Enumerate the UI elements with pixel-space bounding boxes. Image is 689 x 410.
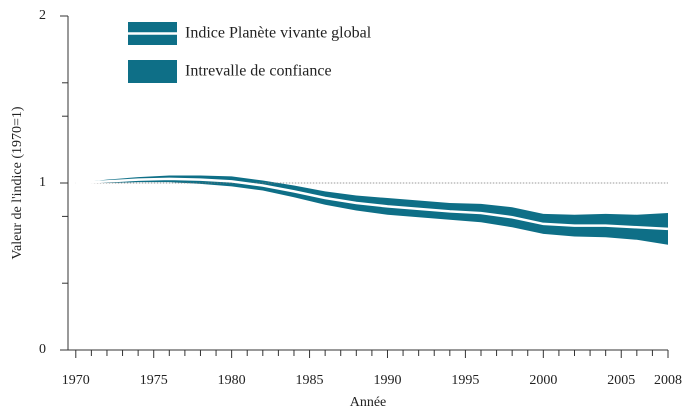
y-tick-label: 2: [39, 8, 46, 23]
y-tick-label: 0: [39, 342, 46, 357]
x-tick-label: 1980: [218, 373, 246, 388]
x-tick-label: 1995: [451, 373, 479, 388]
index-line: [75, 177, 669, 231]
legend-swatch: [128, 60, 177, 83]
x-tick-label: 1985: [296, 373, 324, 388]
x-tick-label: 1970: [62, 373, 90, 388]
x-tick-label: 2008: [654, 373, 682, 388]
y-axis-label: Valeur de l'indice (1970=1): [10, 106, 25, 259]
x-tick-label: 1975: [140, 373, 168, 388]
legend-label: Intrevalle de confiance: [185, 63, 332, 80]
x-tick-label: 2000: [529, 373, 557, 388]
y-tick-label: 1: [39, 175, 46, 190]
legend-label: Indice Planète vivante global: [185, 25, 372, 42]
x-tick-label: 2005: [607, 373, 635, 388]
x-axis-label: Année: [350, 395, 387, 410]
confidence-band: [75, 175, 668, 245]
x-tick-label: 1990: [373, 373, 401, 388]
